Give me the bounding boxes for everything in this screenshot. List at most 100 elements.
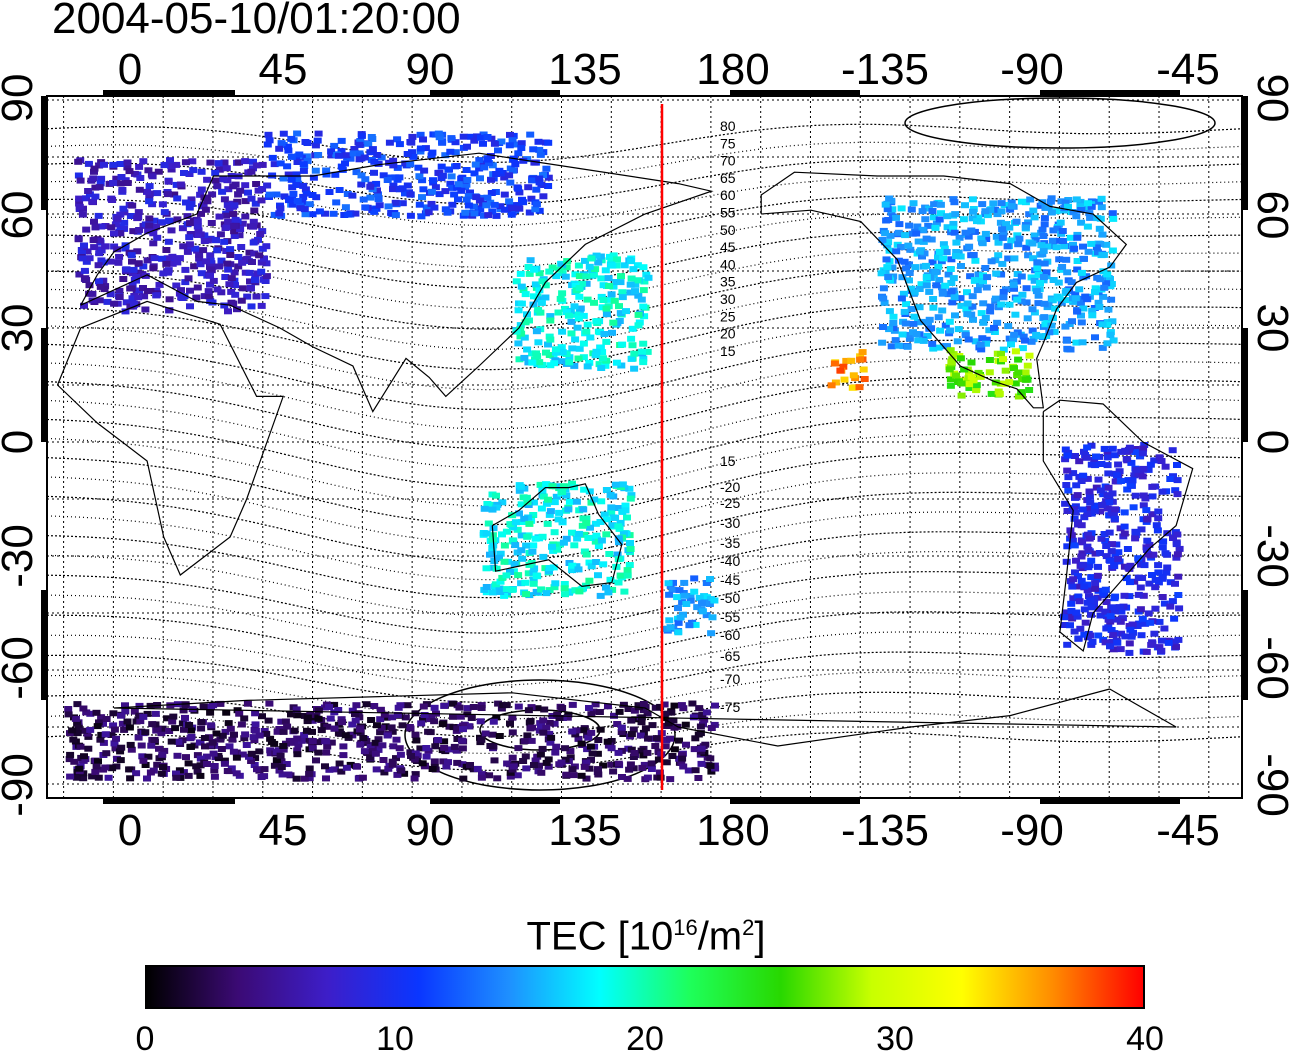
tec-cell bbox=[1148, 572, 1156, 578]
tec-cell bbox=[250, 762, 259, 768]
tec-cell bbox=[935, 216, 944, 223]
tec-cell bbox=[997, 208, 1006, 215]
tec-cell bbox=[440, 702, 449, 709]
tec-cell bbox=[884, 239, 893, 246]
tec-cell bbox=[962, 306, 971, 313]
tec-cell bbox=[235, 159, 243, 166]
tec-cell bbox=[189, 167, 198, 174]
tec-cell bbox=[1095, 304, 1104, 310]
tec-cell bbox=[1024, 252, 1033, 259]
tec-cell bbox=[503, 589, 511, 596]
tec-cell bbox=[584, 734, 593, 741]
tec-cell bbox=[1080, 583, 1089, 590]
tec-cell bbox=[1063, 641, 1072, 648]
tec-cell bbox=[508, 512, 517, 519]
tec-cell bbox=[702, 709, 711, 716]
tec-cell bbox=[379, 757, 388, 763]
tec-cell bbox=[496, 578, 505, 585]
tec-cell bbox=[95, 184, 104, 191]
tec-cell bbox=[376, 706, 385, 713]
tec-cell bbox=[1061, 456, 1070, 463]
map-frame bbox=[46, 95, 1243, 799]
tec-cell bbox=[909, 200, 918, 207]
tec-cell bbox=[502, 702, 511, 709]
tec-cell bbox=[136, 175, 145, 181]
tec-cell bbox=[887, 343, 896, 350]
tec-cell bbox=[393, 712, 402, 718]
tec-cell bbox=[939, 241, 948, 248]
tec-cell bbox=[157, 770, 166, 777]
tec-cell bbox=[596, 519, 605, 525]
tec-cell bbox=[407, 753, 415, 759]
tec-cell bbox=[91, 768, 100, 775]
tec-cell bbox=[570, 303, 579, 310]
tec-cell bbox=[629, 266, 638, 273]
tec-cell bbox=[71, 715, 80, 722]
tec-cell bbox=[1154, 562, 1163, 569]
tec-cell bbox=[116, 211, 125, 218]
tec-cell bbox=[951, 211, 960, 218]
tec-cell bbox=[1069, 241, 1077, 248]
tec-cell bbox=[1148, 511, 1157, 518]
tec-cell bbox=[116, 230, 125, 237]
tec-cell bbox=[519, 758, 528, 764]
tec-cell bbox=[277, 764, 286, 770]
tec-cell bbox=[675, 587, 684, 594]
tec-cell bbox=[158, 751, 167, 758]
tec-cell bbox=[1130, 472, 1139, 479]
tec-cell bbox=[565, 498, 574, 505]
tec-cell bbox=[1166, 579, 1175, 586]
tec-cell bbox=[698, 608, 707, 615]
frame-segment bbox=[1242, 590, 1248, 700]
tec-cell bbox=[597, 537, 606, 544]
tec-cell bbox=[389, 743, 398, 750]
tec-cell bbox=[915, 286, 924, 292]
tec-cell bbox=[1096, 508, 1105, 515]
tec-cell bbox=[167, 163, 176, 169]
tec-cell bbox=[238, 259, 247, 266]
tec-cell bbox=[607, 257, 616, 264]
tec-cell bbox=[594, 771, 603, 778]
tec-cell bbox=[101, 731, 110, 738]
tec-cell bbox=[236, 187, 245, 194]
tec-cell bbox=[1063, 269, 1072, 276]
tec-cell bbox=[1071, 295, 1080, 302]
lat-tick-label: 60 bbox=[1248, 191, 1292, 240]
tec-cell bbox=[522, 591, 530, 598]
tec-cell bbox=[200, 238, 209, 244]
tec-cell bbox=[406, 212, 415, 219]
tec-cell bbox=[152, 292, 161, 299]
tec-cell bbox=[209, 702, 218, 709]
tec-cell bbox=[322, 171, 331, 178]
tec-cell bbox=[448, 184, 457, 191]
tec-cell bbox=[629, 726, 638, 733]
tec-cell bbox=[139, 757, 148, 764]
tec-cell bbox=[112, 175, 121, 182]
tec-cell bbox=[961, 202, 969, 209]
tec-cell bbox=[909, 320, 918, 327]
tec-cell bbox=[634, 322, 643, 329]
tec-cell bbox=[252, 181, 261, 187]
tec-cell bbox=[664, 580, 673, 587]
tec-cell bbox=[1033, 259, 1042, 266]
tec-cell bbox=[521, 319, 530, 326]
colorbar-tick-label: 40 bbox=[1126, 1020, 1164, 1058]
tec-cell bbox=[257, 268, 266, 275]
tec-cell bbox=[1087, 611, 1095, 618]
tec-cell bbox=[960, 366, 969, 373]
tec-cell bbox=[299, 182, 308, 189]
tec-cell bbox=[1094, 605, 1103, 612]
tec-cell bbox=[534, 339, 543, 346]
tec-cell bbox=[967, 227, 976, 234]
tec-cell bbox=[1134, 471, 1143, 478]
tec-cell bbox=[314, 749, 323, 756]
tec-cell bbox=[233, 306, 241, 313]
tec-cell bbox=[238, 220, 247, 227]
tec-cell bbox=[281, 718, 290, 725]
tec-cell bbox=[628, 325, 637, 332]
tec-cell bbox=[540, 706, 549, 713]
tec-cell bbox=[1088, 312, 1097, 319]
tec-cell bbox=[545, 511, 554, 518]
contour-label: -45 bbox=[720, 572, 740, 588]
tec-cell bbox=[639, 701, 648, 707]
